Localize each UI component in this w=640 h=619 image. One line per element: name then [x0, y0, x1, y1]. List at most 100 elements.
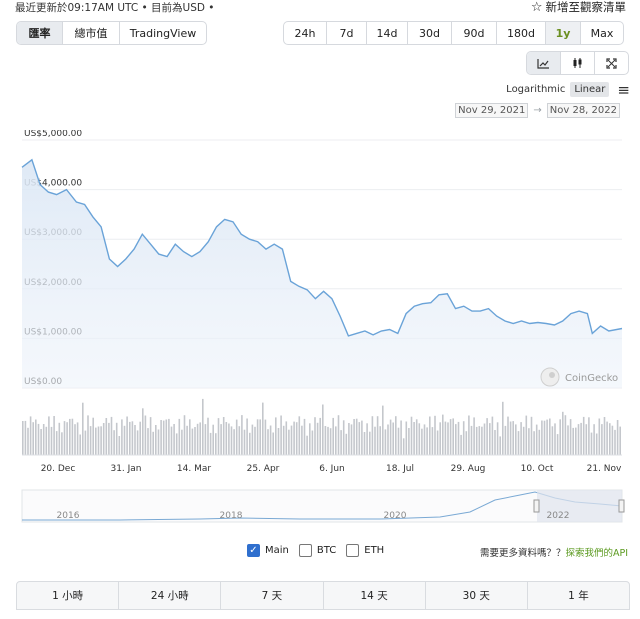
volume-bar: [457, 421, 460, 455]
volume-bar: [162, 420, 165, 455]
perf-header-1y: 1 年: [526, 582, 629, 609]
legend-item-main[interactable]: ✓ Main: [247, 544, 289, 557]
volume-bar: [37, 423, 40, 455]
volume-bar: [520, 422, 522, 455]
navigator-year-labels: 2016 2018 2020 2022: [57, 511, 570, 521]
volume-bar: [426, 427, 428, 455]
legend-eth-label: ETH: [364, 545, 385, 556]
logarithmic-option[interactable]: Logarithmic: [506, 84, 566, 95]
volume-bar: [235, 419, 238, 455]
volume-bar: [614, 429, 616, 455]
checkbox-main[interactable]: ✓: [247, 544, 260, 557]
hamburger-menu-icon[interactable]: ≡: [617, 80, 630, 99]
volume-bar: [149, 417, 152, 455]
range-14d[interactable]: 14d: [366, 22, 407, 44]
price-chart[interactable]: US$5,000.00US$4,000.00US$3,000.00US$2,00…: [0, 130, 640, 530]
volume-bar: [58, 422, 61, 455]
range-max[interactable]: Max: [580, 22, 623, 44]
range-30d[interactable]: 30d: [407, 22, 451, 44]
view-tab-group: 匯率 總市值 TradingView: [16, 21, 207, 45]
volume-bar: [241, 415, 243, 455]
volume-bar: [382, 405, 384, 455]
volume-bar: [217, 418, 220, 455]
date-to-input[interactable]: Nov 28, 2022: [546, 103, 620, 118]
volume-bar: [183, 415, 186, 455]
navigator-selection[interactable]: [537, 490, 622, 522]
volume-bar: [95, 427, 97, 455]
volume-bar: [118, 436, 121, 455]
volume-bar: [139, 421, 141, 455]
volume-bar: [423, 424, 426, 455]
volume-bar: [588, 417, 590, 455]
tab-price[interactable]: 匯率: [17, 22, 62, 44]
volume-bar: [267, 429, 269, 455]
volume-bar: [439, 422, 441, 455]
api-prompt: 需要更多資料嗎？？探索我們的API: [480, 545, 628, 559]
volume-bar: [481, 426, 483, 455]
volume-bar: [157, 429, 160, 455]
volume-bar: [129, 421, 131, 455]
line-chart-button[interactable]: [527, 52, 560, 74]
volume-bar: [556, 434, 559, 455]
navigator[interactable]: 2016 2018 2020 2022: [21, 489, 625, 523]
navigator-year-label: 2020: [384, 511, 407, 521]
date-from-input[interactable]: Nov 29, 2021: [455, 103, 529, 118]
volume-bar: [486, 418, 488, 455]
volume-bar: [515, 424, 517, 455]
volume-bar: [160, 420, 162, 455]
coingecko-watermark: CoinGecko: [540, 367, 618, 387]
line-chart-icon: [537, 58, 549, 69]
linear-option[interactable]: Linear: [570, 82, 610, 97]
legend-item-eth[interactable]: ETH: [346, 544, 384, 557]
legend-item-btc[interactable]: BTC: [298, 544, 336, 557]
navigator-handle-left[interactable]: [533, 499, 540, 513]
volume-bar: [582, 416, 585, 455]
checkbox-eth[interactable]: [346, 544, 360, 557]
volume-bar: [155, 425, 157, 455]
volume-bar: [61, 432, 63, 455]
volume-bar: [546, 419, 548, 455]
volume-bar: [559, 419, 561, 455]
navigator-handle-right[interactable]: [618, 499, 625, 513]
tab-tradingview[interactable]: TradingView: [119, 22, 206, 44]
volume-bar: [79, 434, 81, 455]
api-link[interactable]: 探索我們的API: [565, 548, 628, 559]
volume-bar: [71, 418, 74, 455]
volume-bar: [551, 426, 554, 455]
volume-bar: [324, 426, 327, 455]
volume-bar: [295, 422, 298, 455]
range-90d[interactable]: 90d: [451, 22, 496, 44]
volume-bar: [142, 408, 144, 455]
candlestick-button[interactable]: [560, 52, 594, 74]
volume-bar: [29, 416, 32, 455]
range-1y[interactable]: 1y: [545, 22, 580, 44]
range-180d[interactable]: 180d: [496, 22, 545, 44]
volume-bar: [528, 428, 530, 455]
volume-bar: [447, 422, 449, 455]
volume-bar: [601, 424, 603, 455]
volume-bar: [363, 432, 366, 455]
volume-bar: [69, 418, 71, 455]
volume-bar: [249, 432, 251, 455]
volume-bar: [126, 416, 128, 455]
fullscreen-button[interactable]: [594, 52, 628, 74]
tab-market-cap[interactable]: 總市值: [62, 22, 119, 44]
volume-bar: [196, 423, 199, 455]
volume-bar: [449, 419, 452, 455]
volume-bar: [110, 416, 113, 455]
range-7d[interactable]: 7d: [326, 22, 366, 44]
add-to-watchlist-button[interactable]: ☆ 新增至觀察清單: [531, 0, 626, 15]
performance-table-header: 1 小時 24 小時 7 天 14 天 30 天 1 年: [16, 581, 630, 610]
checkbox-btc[interactable]: [298, 544, 312, 557]
y-tick-label: US$5,000.00: [24, 130, 82, 139]
volume-bar: [413, 422, 415, 455]
volume-bar: [350, 424, 353, 455]
x-tick-label: 21. Nov: [587, 464, 622, 474]
volume-bar: [84, 430, 87, 455]
volume-bar: [577, 424, 580, 455]
volume-bar: [222, 417, 225, 455]
volume-bar: [275, 417, 277, 455]
range-24h[interactable]: 24h: [294, 26, 316, 40]
volume-bar: [541, 420, 543, 455]
volume-bar: [202, 398, 204, 455]
